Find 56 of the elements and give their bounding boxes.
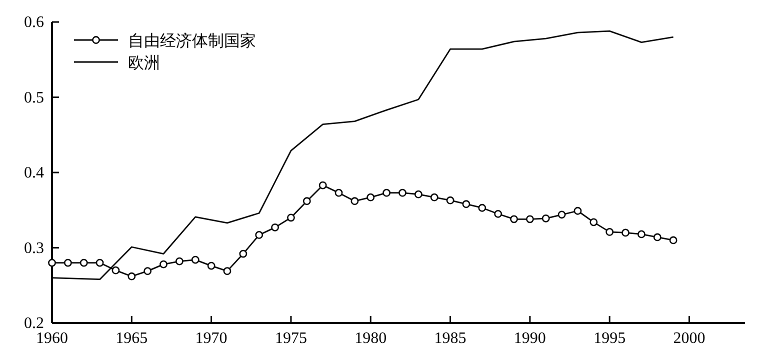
y-tick-label: 0.4 bbox=[24, 164, 44, 182]
point bbox=[112, 266, 120, 274]
point bbox=[638, 230, 646, 238]
point bbox=[366, 193, 375, 202]
point bbox=[96, 258, 104, 267]
x-tick-label: 1985 bbox=[434, 330, 466, 347]
x-tick-label: 1960 bbox=[36, 330, 68, 347]
point bbox=[382, 188, 390, 197]
point bbox=[144, 267, 152, 276]
x-tick-label: 1990 bbox=[514, 330, 546, 347]
y-tick-label: 0.2 bbox=[24, 315, 44, 332]
point bbox=[494, 210, 502, 218]
point bbox=[526, 215, 534, 224]
point bbox=[558, 210, 566, 219]
point bbox=[462, 200, 470, 208]
point bbox=[510, 215, 518, 224]
point bbox=[287, 214, 295, 222]
x-tick-label: 1970 bbox=[195, 330, 228, 347]
point bbox=[223, 267, 232, 276]
point bbox=[542, 214, 550, 222]
point bbox=[176, 257, 184, 266]
x-tick-label: 2000 bbox=[673, 330, 706, 347]
x-tick-label: 1965 bbox=[116, 330, 148, 347]
point bbox=[128, 272, 136, 280]
y-tick-label: 0.3 bbox=[24, 240, 44, 257]
point bbox=[271, 223, 279, 232]
point bbox=[48, 258, 56, 267]
point bbox=[191, 256, 200, 264]
y-tick-label: 0.6 bbox=[24, 14, 44, 31]
point bbox=[669, 236, 678, 244]
point bbox=[80, 258, 88, 267]
legend-label: 自由经济体制国家 bbox=[128, 31, 256, 50]
point bbox=[590, 218, 598, 226]
point bbox=[207, 262, 216, 270]
y-tick-label: 0.5 bbox=[24, 89, 44, 106]
x-tick-label: 1975 bbox=[274, 330, 307, 347]
point bbox=[64, 258, 72, 267]
point bbox=[239, 250, 248, 258]
point bbox=[160, 260, 168, 268]
point bbox=[574, 206, 582, 215]
point bbox=[318, 181, 327, 190]
point bbox=[446, 196, 454, 204]
point bbox=[414, 190, 422, 198]
point bbox=[653, 233, 662, 242]
x-tick-label: 1980 bbox=[354, 330, 387, 347]
point bbox=[478, 204, 486, 212]
point bbox=[398, 188, 406, 197]
point bbox=[255, 231, 264, 239]
point bbox=[334, 188, 343, 197]
legend-label: 欧洲 bbox=[128, 53, 160, 72]
point bbox=[430, 193, 438, 202]
point bbox=[350, 197, 359, 206]
point bbox=[302, 197, 311, 206]
x-tick-label: 1995 bbox=[594, 330, 626, 347]
point bbox=[606, 228, 614, 236]
point bbox=[622, 228, 630, 237]
